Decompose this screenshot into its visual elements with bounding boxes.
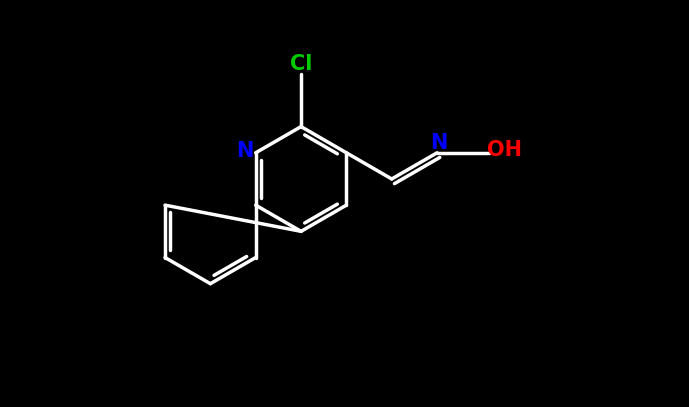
Text: Cl: Cl: [290, 54, 312, 74]
Text: N: N: [430, 133, 447, 153]
Text: OH: OH: [487, 140, 522, 160]
Text: N: N: [236, 141, 254, 161]
